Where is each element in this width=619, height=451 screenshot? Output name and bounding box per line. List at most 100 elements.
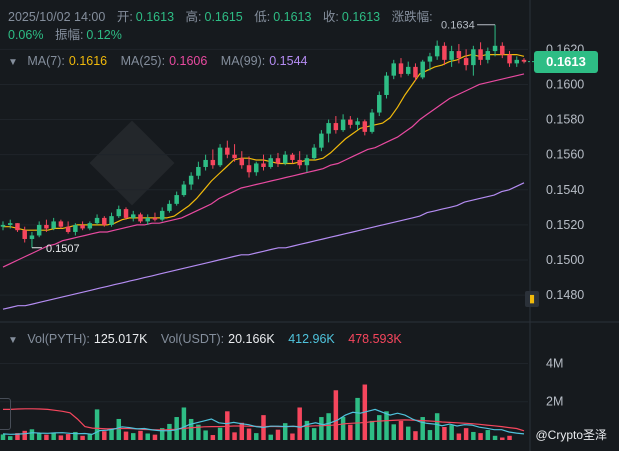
ruler-icon[interactable]: ▮ bbox=[525, 291, 539, 307]
candle-body bbox=[434, 45, 440, 57]
candle-body bbox=[109, 216, 114, 225]
low-label: 低: bbox=[254, 10, 271, 24]
y-tick-label: 0.1500 bbox=[546, 253, 584, 267]
candle-body bbox=[311, 147, 317, 159]
ma99-label: MA(99): bbox=[220, 54, 266, 68]
candle-body bbox=[521, 59, 527, 62]
volume-bar bbox=[29, 429, 35, 440]
volume-bar bbox=[167, 423, 172, 440]
candle-body bbox=[145, 217, 150, 222]
candle-body bbox=[290, 154, 295, 160]
candle-body bbox=[275, 158, 281, 164]
candle-body bbox=[123, 209, 129, 218]
ma25-value: 0.1606 bbox=[169, 54, 208, 68]
volume-bar bbox=[246, 428, 252, 440]
volume-bar bbox=[478, 433, 483, 440]
panel-resize-handle[interactable] bbox=[0, 398, 11, 430]
volume-bar bbox=[492, 435, 498, 440]
volume-bar bbox=[268, 434, 273, 440]
volume-bar bbox=[500, 437, 505, 440]
candle-body bbox=[138, 214, 143, 222]
candle-body bbox=[210, 159, 216, 166]
volume-bar bbox=[131, 433, 136, 440]
ma7-line bbox=[3, 53, 525, 231]
candle-body bbox=[73, 224, 78, 232]
candle-body bbox=[36, 224, 42, 236]
volume-bar bbox=[94, 409, 100, 440]
volume-legend[interactable]: ▼ Vol(PYTH): 125.017K Vol(USDT): 20.166K 4… bbox=[8, 332, 402, 346]
candle-body bbox=[449, 51, 454, 60]
volume-bar bbox=[7, 436, 13, 440]
candle-body bbox=[65, 226, 71, 232]
candle-datetime: 2025/10/02 14:00 bbox=[8, 10, 106, 24]
vol-ma2-value: 478.593K bbox=[348, 332, 402, 346]
volume-bar bbox=[377, 415, 382, 440]
y-tick-label: 0.1540 bbox=[546, 183, 584, 197]
volume-bar bbox=[384, 411, 389, 440]
volume-bar bbox=[58, 435, 64, 440]
open-value: 0.1613 bbox=[135, 10, 175, 24]
vol-tick-label: 2M bbox=[546, 395, 563, 409]
volume-bar bbox=[456, 433, 462, 440]
candle-body bbox=[159, 210, 165, 220]
volume-bar bbox=[138, 430, 143, 440]
volume-bar bbox=[65, 434, 71, 440]
volume-bar bbox=[203, 430, 208, 440]
candle-body bbox=[254, 163, 259, 173]
volume-bar bbox=[210, 435, 216, 440]
candles bbox=[0, 24, 527, 248]
candle-body bbox=[463, 58, 469, 66]
candle-body bbox=[485, 51, 491, 60]
volume-bar bbox=[507, 435, 512, 440]
candle-body bbox=[355, 121, 360, 125]
volume-bars bbox=[0, 384, 512, 440]
volume-bar bbox=[442, 426, 447, 440]
volume-bar bbox=[427, 430, 433, 440]
high-marker-label: 0.1634 bbox=[441, 20, 475, 32]
volume-bar bbox=[239, 422, 245, 440]
candle-body bbox=[29, 235, 35, 239]
candle-body bbox=[427, 56, 433, 62]
candle-body bbox=[232, 154, 237, 159]
volume-bar bbox=[0, 434, 6, 440]
volume-bar bbox=[44, 434, 49, 440]
open-label: 开: bbox=[116, 10, 133, 24]
amplitude-value: 0.12% bbox=[86, 28, 122, 42]
candle-body bbox=[413, 66, 418, 78]
y-tick-label: 0.1560 bbox=[546, 148, 584, 162]
candle-body bbox=[340, 119, 346, 131]
candle-body bbox=[456, 51, 462, 59]
candle-body bbox=[174, 195, 179, 204]
y-tick-label: 0.1520 bbox=[546, 218, 584, 232]
author-watermark: @Crypto圣泽 bbox=[535, 428, 607, 442]
volume-bar bbox=[51, 433, 56, 440]
volume-bar bbox=[471, 431, 476, 440]
candle-body bbox=[500, 45, 505, 55]
candle-body bbox=[362, 121, 368, 132]
candle-body bbox=[203, 159, 208, 167]
chevron-down-icon[interactable]: ▼ bbox=[8, 335, 18, 346]
chevron-down-icon[interactable]: ▼ bbox=[8, 57, 18, 68]
candle-body bbox=[58, 221, 64, 227]
volume-bar bbox=[282, 423, 288, 440]
change-value: 0.06% bbox=[8, 28, 44, 42]
candle-body bbox=[384, 75, 389, 95]
volume-bar bbox=[420, 417, 425, 440]
ma99-value: 0.1544 bbox=[269, 54, 308, 68]
candle-body bbox=[348, 119, 353, 125]
vol-tick-label: 4M bbox=[546, 356, 563, 370]
volume-bar bbox=[181, 407, 187, 440]
current-price-tag: 0.1613 bbox=[534, 51, 598, 73]
volume-bar bbox=[369, 420, 375, 440]
ma-legend[interactable]: ▼ MA(7): 0.1616 MA(25): 0.1606 MA(99): 0.15… bbox=[8, 54, 307, 68]
candle-body bbox=[377, 94, 382, 113]
volume-bar bbox=[123, 431, 129, 440]
volume-bar bbox=[188, 418, 194, 440]
volume-bar bbox=[391, 424, 396, 440]
volume-bar bbox=[80, 435, 85, 440]
volume-bar bbox=[159, 428, 165, 440]
candle-body bbox=[297, 159, 302, 166]
volume-bar bbox=[217, 427, 223, 440]
